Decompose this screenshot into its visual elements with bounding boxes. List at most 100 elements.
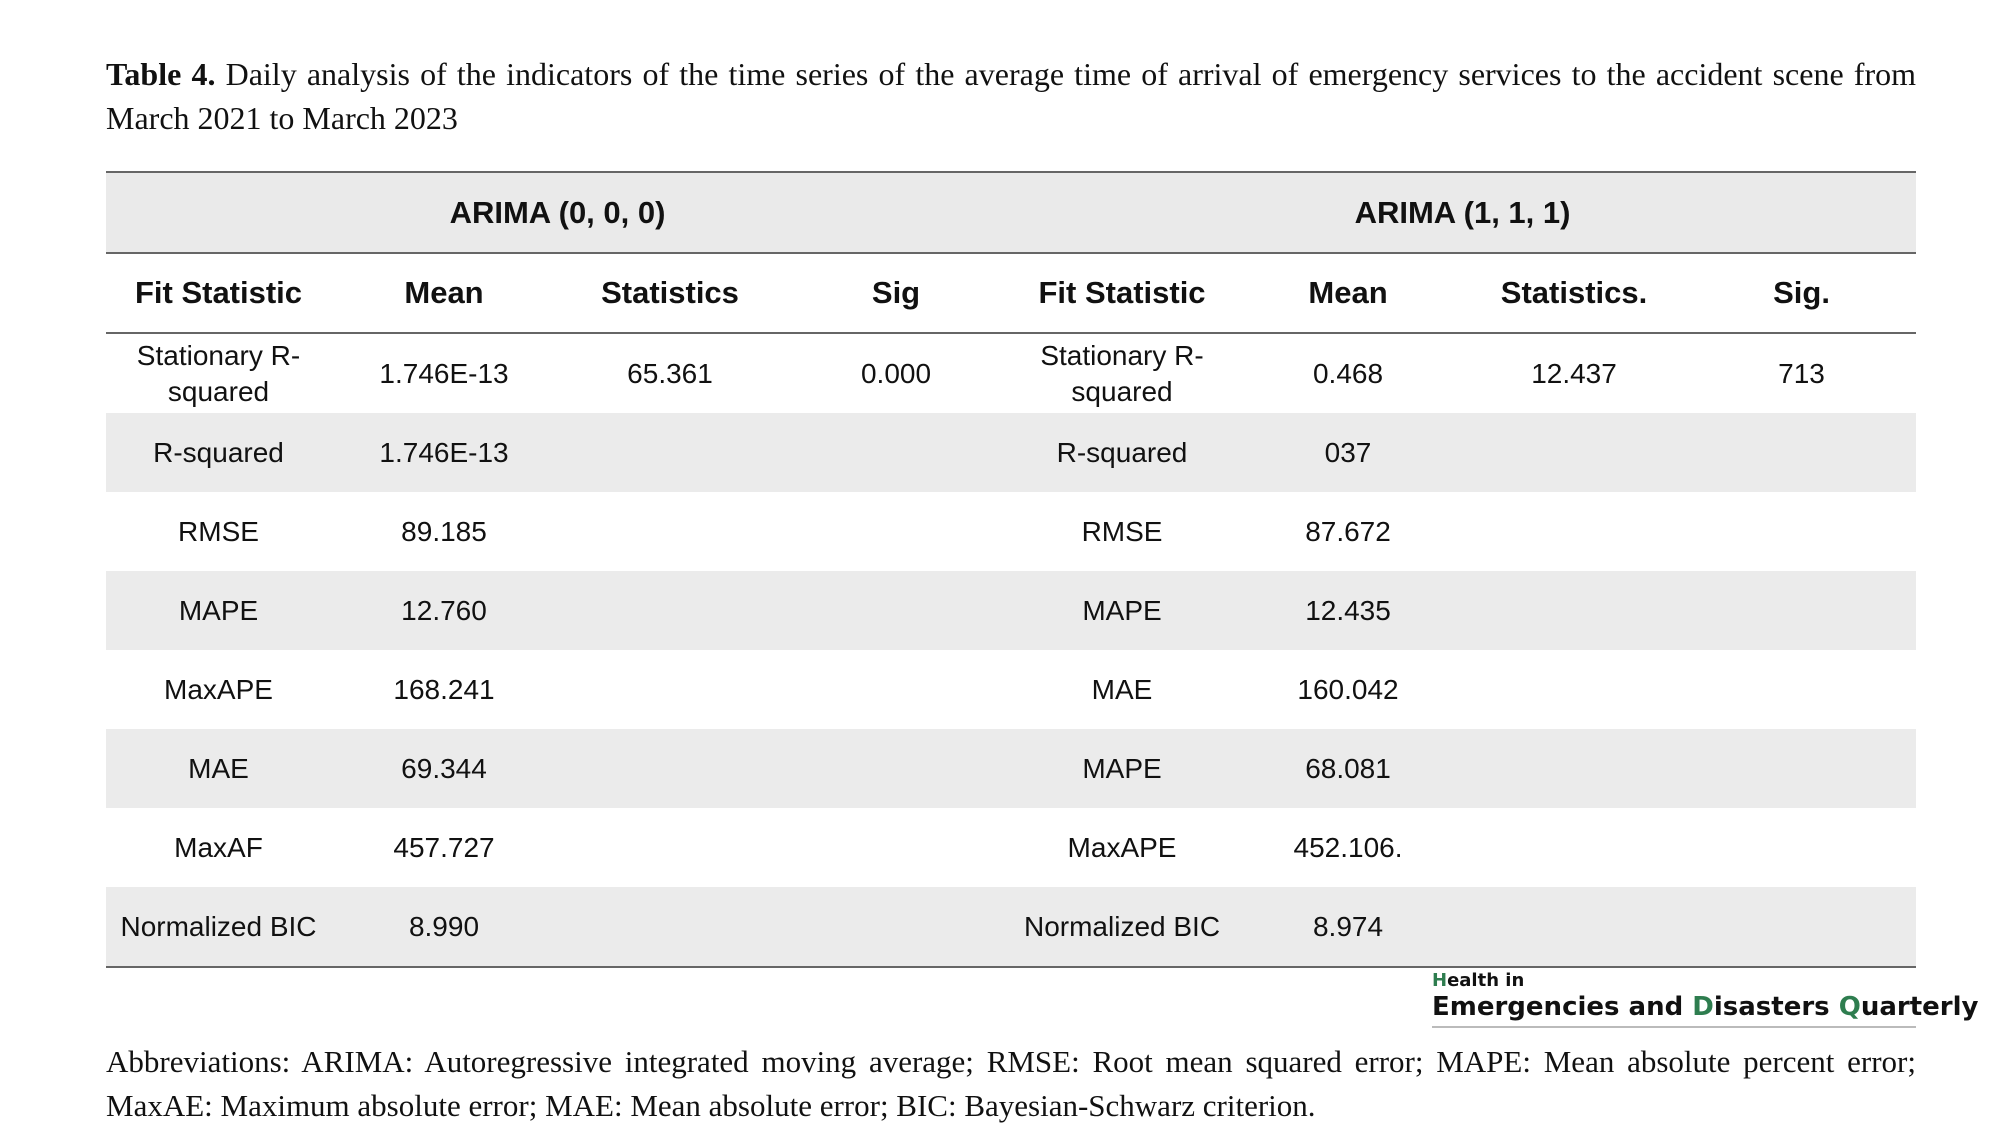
column-header: Mean — [331, 253, 557, 334]
table-cell: MAPE — [1009, 729, 1236, 808]
group-header-arima-111: ARIMA (1, 1, 1) — [1009, 171, 1917, 254]
table-cell: 12.435 — [1235, 571, 1462, 650]
table-cell: 037 — [1235, 413, 1462, 492]
table-cell — [783, 571, 1010, 650]
table-cell — [557, 887, 783, 968]
table-cell: 1.746E-13 — [379, 357, 509, 389]
logo-text: uarterly — [1860, 992, 1979, 1022]
table-cell: RMSE — [178, 515, 259, 547]
table-cell: 0.468 — [1312, 357, 1384, 389]
column-header: Sig — [783, 253, 1010, 334]
table-cell — [783, 887, 1010, 968]
logo-mark-d: D — [1692, 992, 1714, 1022]
table-caption: Table 4. Daily analysis of the indicator… — [106, 52, 1916, 140]
table-cell — [1461, 808, 1687, 887]
table-cell: 8.990 — [331, 887, 557, 968]
table-cell: R-squared — [106, 413, 331, 492]
column-header: Mean — [1235, 253, 1462, 334]
table-row: MAPE 12.760 MAPE 12.435 — [106, 571, 1917, 650]
table-cell: 12.760 — [331, 571, 557, 650]
table-cell — [783, 492, 1009, 571]
table-row: MaxAF 457.727 MaxAPE 452.106. — [106, 808, 1916, 887]
table-cell — [1461, 887, 1688, 968]
table-cell: MaxAF — [174, 831, 263, 863]
column-header: Fit Statistic — [1009, 253, 1236, 334]
table-cell — [557, 808, 783, 887]
table-cell: MAPE — [106, 571, 331, 650]
table-cell — [557, 571, 783, 650]
table-cell: Stationary R-squared — [136, 339, 301, 407]
table-caption-label: Table 4. — [106, 56, 216, 92]
table-cell — [1687, 413, 1917, 492]
table-cell — [557, 492, 783, 571]
arima-fit-table: ARIMA (0, 0, 0) ARIMA (1, 1, 1) Fit Stat… — [106, 171, 1917, 968]
table-row: RMSE 89.185 RMSE 87.672 — [106, 492, 1916, 571]
table-cell: 713 — [1778, 357, 1825, 389]
table-cell — [1687, 808, 1916, 887]
table-cell: 0.000 — [860, 357, 932, 389]
table-body: Stationary R-squared 1.746E-13 65.361 0.000… — [106, 333, 1917, 968]
table-cell: R-squared — [1009, 413, 1236, 492]
table-cell: Normalized BIC — [1009, 887, 1236, 968]
table-cell: RMSE — [1081, 515, 1163, 547]
logo-text: Emergencies and — [1432, 992, 1693, 1022]
table-cell: 168.241 — [393, 673, 495, 705]
journal-logo: Health in Emergencies and Disasters Quar… — [1432, 970, 1978, 1028]
table-cell — [1461, 571, 1688, 650]
table-row: Stationary R-squared 1.746E-13 65.361 0.000… — [106, 333, 1916, 413]
abbreviations-note: Abbreviations: ARIMA: Autoregressive int… — [106, 1044, 1916, 1123]
table-cell — [1687, 650, 1916, 729]
table-cell — [1687, 729, 1917, 808]
table-cell: 457.727 — [393, 831, 495, 863]
table-cell: 89.185 — [401, 515, 487, 547]
table-cell — [783, 808, 1009, 887]
column-header-row: Fit Statistic Mean Statistics Sig Fit St… — [106, 253, 1917, 334]
table-cell — [783, 650, 1009, 729]
table-cell: MAE — [1091, 673, 1153, 705]
table-cell: 69.344 — [331, 729, 557, 808]
table-cell: MAE — [106, 729, 331, 808]
table-cell — [1687, 492, 1916, 571]
logo-text: ealth in — [1447, 970, 1525, 991]
table-cell: 452.106. — [1293, 831, 1403, 863]
table-cell: MAPE — [1009, 571, 1236, 650]
table-cell — [1461, 650, 1687, 729]
table-row: R-squared 1.746E-13 R-squared 037 — [106, 413, 1917, 492]
logo-mark-q: Q — [1838, 992, 1861, 1022]
table-row: MAE 69.344 MAPE 68.081 — [106, 729, 1917, 808]
journal-logo-line2: Emergencies and Disasters Quarterly — [1432, 992, 1978, 1022]
table-cell: MaxAPE — [164, 673, 273, 705]
column-header: Statistics — [557, 253, 783, 334]
table-cell — [557, 413, 783, 492]
table-cell — [783, 413, 1010, 492]
table-cell — [1461, 729, 1688, 808]
logo-text: isasters — [1713, 992, 1839, 1022]
journal-logo-line1: Health in — [1432, 970, 1916, 992]
table-cell: 68.081 — [1235, 729, 1462, 808]
table-cell: 65.361 — [627, 357, 713, 389]
table-row: MaxAPE 168.241 MAE 160.042 — [106, 650, 1916, 729]
table-cell — [557, 650, 783, 729]
table-row: Normalized BIC 8.990 Normalized BIC 8.974 — [106, 887, 1917, 968]
table-cell: 160.042 — [1297, 673, 1399, 705]
table-cell: 8.974 — [1235, 887, 1462, 968]
table-cell — [1687, 887, 1917, 968]
table-cell — [783, 729, 1010, 808]
column-header: Fit Statistic — [106, 253, 331, 334]
model-group-row: ARIMA (0, 0, 0) ARIMA (1, 1, 1) — [106, 171, 1917, 254]
table-cell — [1687, 571, 1917, 650]
column-header: Sig. — [1687, 253, 1917, 334]
table-cell — [1461, 413, 1688, 492]
table-cell: 12.437 — [1531, 357, 1617, 389]
table-cell: Stationary R-squared — [1040, 339, 1204, 407]
table-cell: 87.672 — [1305, 515, 1391, 547]
table-cell: Normalized BIC — [106, 887, 331, 968]
column-header: Statistics. — [1461, 253, 1688, 334]
table-cell — [1461, 492, 1687, 571]
table-cell — [557, 729, 783, 808]
table-caption-text: Daily analysis of the indicators of the … — [106, 56, 1917, 136]
logo-mark-h: H — [1432, 970, 1448, 991]
group-header-arima-000: ARIMA (0, 0, 0) — [106, 171, 1010, 254]
table-cell: 1.746E-13 — [331, 413, 557, 492]
table-cell: MaxAPE — [1067, 831, 1177, 863]
